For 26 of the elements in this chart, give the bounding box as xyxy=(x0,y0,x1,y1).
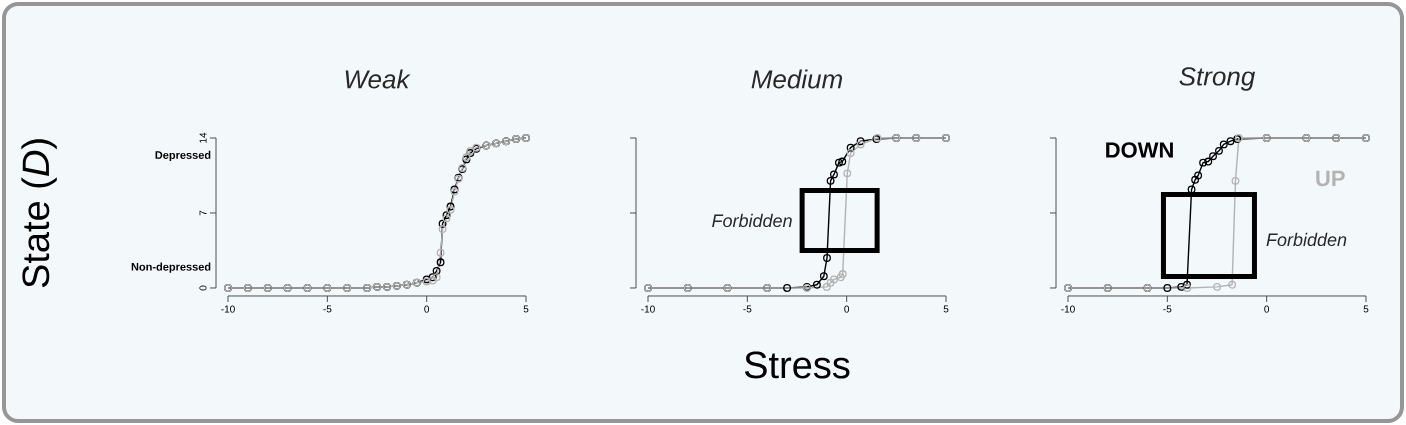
x-tick-label: -10 xyxy=(1061,305,1075,313)
series-label: DOWN xyxy=(1106,142,1173,158)
x-tick-label: 5 xyxy=(1363,305,1369,313)
chart-title: Strong xyxy=(1179,67,1256,91)
x-tick-label: 5 xyxy=(523,305,529,313)
series-label: UP xyxy=(1316,170,1345,187)
x-axis-title: Stress xyxy=(744,351,850,379)
text: Non-depressed xyxy=(131,262,211,273)
x-tick-label: -10 xyxy=(221,305,235,313)
y-tick-label: 7 xyxy=(199,210,207,216)
annotation: Forbidden xyxy=(712,213,792,228)
x-tick-label: 5 xyxy=(943,305,949,313)
x-tick-label: -5 xyxy=(1163,305,1172,313)
x-tick-label: 0 xyxy=(424,305,430,313)
y-axis-title: State (D) xyxy=(21,139,57,288)
annotation: Forbidden xyxy=(1266,232,1347,247)
chart-title: Medium xyxy=(751,69,843,89)
x-tick-label: -5 xyxy=(743,305,752,313)
chart-title: Weak xyxy=(345,69,411,89)
y-tick-label: 0 xyxy=(199,285,207,291)
y-tick-label: 14 xyxy=(199,132,207,143)
text: Depressed xyxy=(155,150,211,162)
x-tick-label: -10 xyxy=(641,305,655,313)
x-tick-label: 0 xyxy=(1264,305,1270,313)
x-tick-label: 0 xyxy=(844,305,850,313)
x-tick-label: -5 xyxy=(323,305,332,313)
